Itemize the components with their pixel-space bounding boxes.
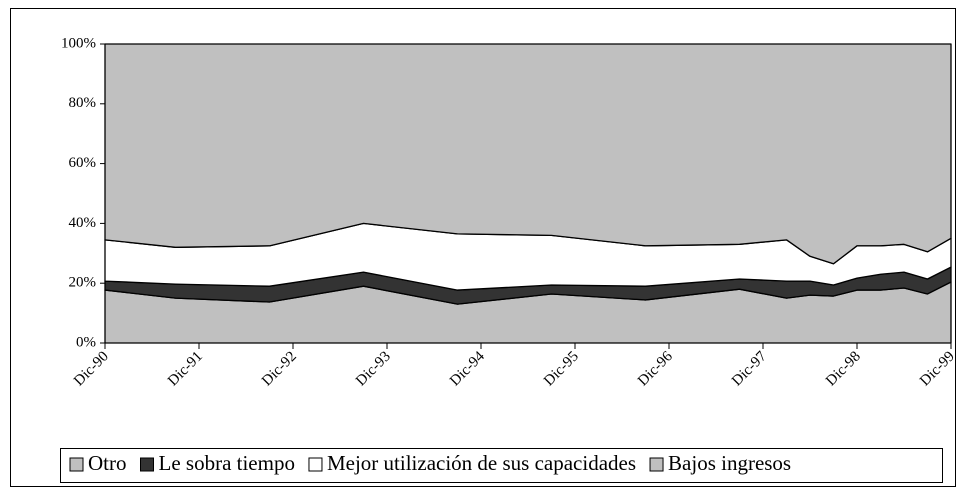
legend-label: Otro — [88, 451, 127, 475]
legend-swatch — [308, 457, 323, 472]
legend-label: Mejor utilización de sus capacidades — [327, 451, 636, 475]
legend-label: Bajos ingresos — [668, 451, 791, 475]
y-tick-label: 40% — [69, 215, 97, 231]
area — [104, 43, 952, 265]
y-tick-label: 60% — [69, 155, 97, 171]
y-tick-label: 20% — [69, 275, 97, 291]
legend-swatch — [649, 457, 664, 472]
legend: Otro Le sobra tiempo Mejor utilización de … — [69, 451, 791, 475]
legend-swatch — [140, 457, 154, 472]
legend-swatch — [69, 457, 84, 472]
legend-label: Le sobra tiempo — [159, 451, 295, 475]
y-tick-label: 80% — [69, 95, 97, 111]
y-tick-label: 0% — [76, 334, 96, 350]
legend-box — [60, 448, 943, 483]
y-tick-label: 100% — [61, 35, 96, 51]
plot-area: 0%20%40%60%80%100%Dic-90 Dic-91 Dic-92 Dic-… — [61, 35, 958, 389]
